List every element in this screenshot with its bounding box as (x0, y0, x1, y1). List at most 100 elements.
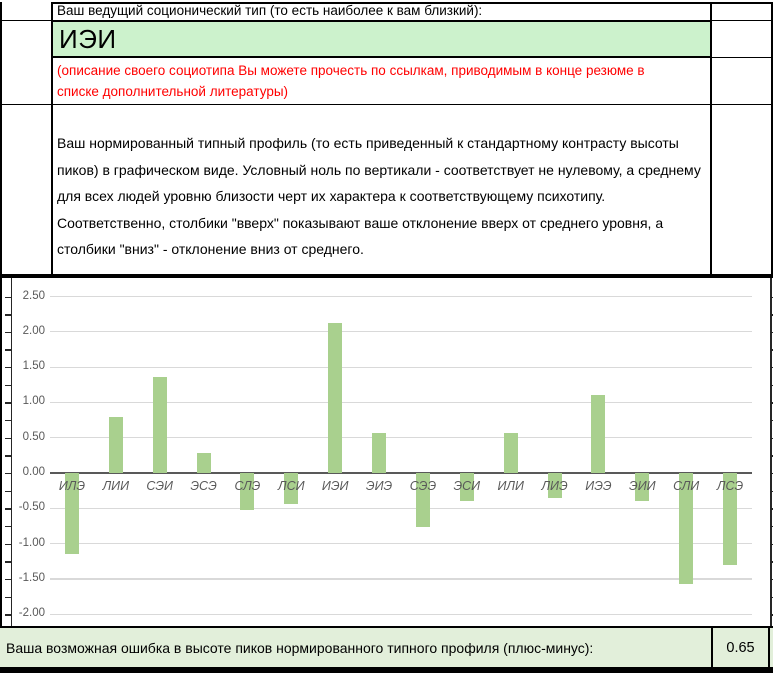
x-axis-category-label: ИЛЭ (58, 479, 86, 493)
note-cell[interactable]: (описание своего социотипа Вы можете про… (57, 63, 645, 99)
gridline (50, 543, 752, 545)
divider (51, 2, 773, 4)
divider (710, 56, 773, 58)
y-axis-tick-label: 1.50 (22, 360, 45, 373)
y-axis-minor-tick (5, 420, 11, 422)
y-axis-minor-tick (5, 561, 11, 563)
gridline (50, 437, 752, 439)
y-axis-minor-tick (5, 596, 11, 598)
y-axis-tick-label: -1.00 (18, 536, 45, 549)
y-axis-minor-tick (771, 525, 773, 528)
x-axis-category-label: ЭИЭ (365, 479, 393, 493)
y-axis-minor-tick (771, 508, 773, 510)
divider (0, 2, 2, 667)
y-axis-minor-tick (771, 490, 773, 493)
bar (152, 376, 167, 473)
bar (503, 433, 518, 473)
y-axis-tick-label: 2.50 (22, 289, 45, 302)
y-axis-minor-tick (771, 367, 773, 369)
y-axis-minor-tick (5, 455, 11, 457)
divider (0, 667, 773, 673)
profile-bar-chart[interactable]: 2.50 2.00 1.50 1.00 0.50 0.00 -0.50 -1.00 -1.50 -… (0, 278, 773, 626)
y-axis-minor-tick (5, 331, 11, 334)
y-axis-minor-tick (5, 578, 11, 581)
x-axis-category-label: СЭЭ (409, 479, 437, 493)
x-axis-category-label: ИЭИ (321, 479, 349, 493)
y-axis-tick-label: 2.00 (22, 324, 45, 337)
bar (459, 473, 474, 501)
gridline (50, 578, 752, 580)
y-axis-minor-tick (771, 349, 773, 351)
y-axis-tick-label: 0.00 (22, 466, 45, 478)
error-value-cell[interactable]: 0.65 (711, 628, 770, 667)
y-axis-tick-label: -1.50 (18, 571, 45, 584)
y-axis-minor-tick (771, 331, 773, 334)
y-axis-minor-tick (5, 349, 11, 351)
leading-type-cell[interactable]: ИЭИ (51, 20, 712, 58)
y-axis-minor-tick (5, 490, 11, 493)
x-axis-category-label: ЭСЭ (190, 479, 217, 493)
bar (415, 473, 430, 528)
bar (679, 473, 694, 584)
y-axis-minor-tick (771, 473, 773, 475)
y-axis-minor-tick (5, 384, 11, 387)
x-axis-category-label: ЭСИ (453, 479, 481, 493)
divider (51, 2, 53, 274)
gridline (50, 401, 752, 404)
bar (591, 395, 606, 473)
description-cell[interactable]: Ваш нормированный типный профиль (то ест… (57, 135, 701, 258)
y-axis-minor-tick (5, 525, 11, 528)
x-axis-category-label: ЛСЭ (716, 479, 744, 493)
y-axis-tick-label: 0.50 (22, 430, 45, 443)
y-axis-minor-tick (5, 296, 11, 298)
bar (328, 322, 343, 473)
y-axis-minor-tick (5, 473, 11, 475)
y-axis-tick-label: -2.00 (18, 607, 45, 620)
y-axis-minor-tick (771, 561, 773, 563)
y-axis-line-right (770, 278, 772, 626)
leading-type-value: ИЭИ (59, 23, 117, 54)
y-axis-minor-tick (771, 614, 773, 616)
x-axis-category-label: СЛЭ (234, 479, 261, 493)
x-axis-category-label: СЛИ (673, 479, 700, 493)
error-label-cell[interactable]: Ваша возможная ошибка в высоте пиков нор… (6, 639, 594, 656)
y-axis-line-left (10, 278, 12, 626)
y-axis-minor-tick (5, 437, 11, 440)
x-axis-category-label: ЛИЭ (541, 479, 568, 493)
bar (372, 433, 387, 473)
y-axis-minor-tick (771, 596, 773, 598)
bar (284, 473, 299, 505)
divider (771, 2, 773, 274)
y-axis-minor-tick (5, 402, 11, 404)
y-axis-minor-tick (771, 420, 773, 422)
y-axis-minor-tick (771, 384, 773, 387)
divider (710, 2, 712, 274)
y-axis-minor-tick (771, 455, 773, 457)
x-axis-category-label: ЛСИ (278, 479, 305, 493)
y-axis-minor-tick (771, 296, 773, 298)
y-axis-minor-tick (5, 614, 11, 616)
bar (196, 452, 211, 473)
y-axis-minor-tick (771, 314, 773, 316)
error-row: Ваша возможная ошибка в высоте пиков нор… (0, 626, 773, 667)
type-header-cell[interactable]: Ваш ведущий соционический тип (то есть н… (57, 3, 483, 18)
x-axis-category-label: ИЭЭ (585, 479, 612, 493)
zero-axis-line (50, 472, 752, 474)
bar (723, 473, 738, 565)
gridline (50, 296, 752, 298)
y-axis-minor-tick (5, 543, 11, 545)
divider (0, 103, 773, 105)
gridline (50, 613, 752, 615)
x-axis-category-label: ЭИИ (629, 479, 656, 493)
x-axis-category-label: СЭИ (146, 479, 174, 493)
y-axis-minor-tick (771, 543, 773, 545)
divider (0, 274, 773, 278)
y-axis-minor-tick (5, 508, 11, 510)
gridline (50, 507, 752, 509)
bar (547, 473, 562, 498)
y-axis-minor-tick (771, 578, 773, 581)
x-axis-category-label: ИЛИ (497, 479, 524, 493)
y-axis-tick-label: 1.00 (22, 395, 45, 408)
bar (635, 473, 650, 501)
